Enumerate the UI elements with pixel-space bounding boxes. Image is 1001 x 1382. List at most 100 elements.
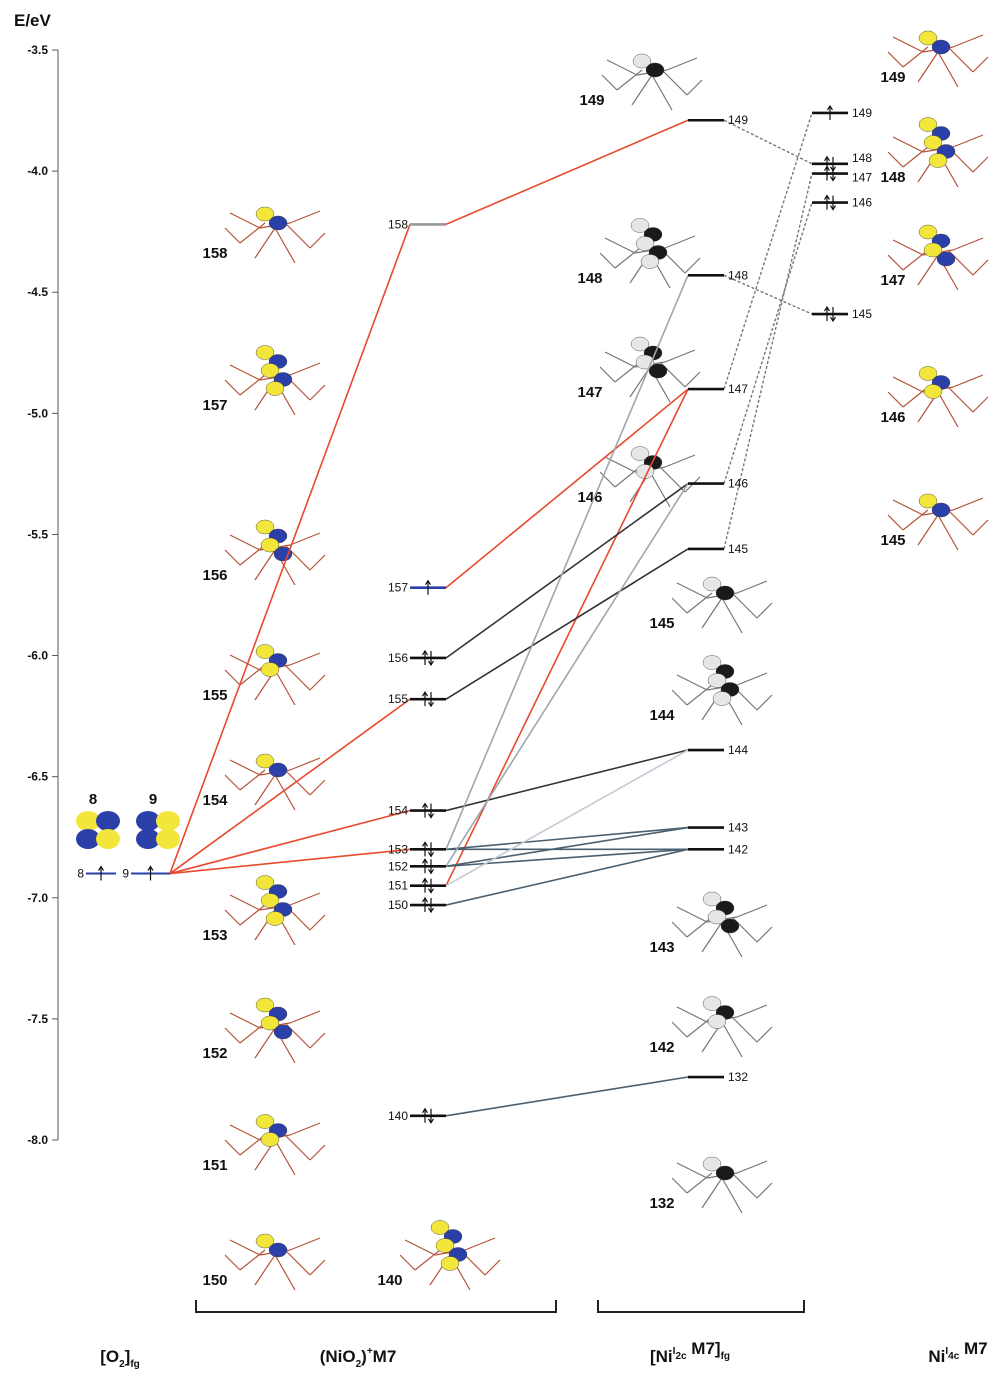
bond: [953, 238, 983, 250]
bond: [737, 673, 767, 685]
column-title: [NiI2c​ M7]fg​: [650, 1339, 730, 1366]
connection: [446, 120, 688, 224]
bond: [665, 455, 695, 467]
orbital-label: 143: [649, 939, 674, 956]
lobe: [274, 1025, 292, 1039]
level-label: 143: [728, 821, 748, 835]
orbital-label: 149: [579, 92, 604, 109]
level-label: 156: [388, 651, 408, 665]
bond: [615, 248, 640, 268]
bond: [973, 260, 988, 275]
level-label: 147: [852, 171, 872, 185]
bond: [662, 70, 687, 95]
lobe: [716, 1166, 734, 1180]
title-part: (NiO: [320, 1347, 356, 1366]
level-label: 147: [728, 382, 748, 396]
lobe: [441, 1257, 459, 1271]
tick-label: -7.0: [27, 891, 48, 905]
bond: [310, 385, 325, 400]
bond: [310, 233, 325, 248]
bond: [255, 1028, 275, 1058]
orbital-label: 148: [880, 169, 905, 186]
connection: [446, 750, 688, 886]
bond: [888, 392, 903, 407]
bond: [893, 500, 923, 515]
bond: [672, 1178, 687, 1193]
lobe: [649, 364, 667, 378]
bond: [757, 695, 772, 710]
orbital-label: 147: [880, 272, 905, 289]
bond: [225, 775, 240, 790]
tick-label: -5.0: [27, 406, 48, 420]
bond: [290, 1238, 320, 1250]
bond: [632, 75, 652, 105]
orbital-label: 154: [202, 792, 228, 809]
bond: [310, 555, 325, 570]
bond: [240, 1023, 265, 1043]
lobe: [721, 919, 739, 933]
title-part: [Ni: [650, 1347, 673, 1366]
level-label: 154: [388, 804, 408, 818]
bond: [230, 1240, 260, 1255]
bond: [903, 510, 928, 530]
orbital-label: 153: [202, 927, 227, 944]
connection: [170, 224, 410, 873]
level-label: 152: [388, 859, 408, 873]
column-title: NiI4c​ M7: [928, 1339, 987, 1366]
bond: [415, 1250, 440, 1270]
bond: [290, 653, 320, 665]
tick-label: -7.5: [27, 1012, 48, 1026]
lobe: [932, 503, 950, 517]
bond: [687, 1173, 712, 1193]
orbital-label: 149: [880, 69, 905, 86]
title-part: fg: [721, 1351, 730, 1362]
bond: [230, 213, 260, 228]
bond: [953, 35, 983, 47]
bond: [275, 775, 295, 810]
bond: [973, 397, 988, 412]
orbital-label: 155: [202, 687, 227, 704]
bond: [275, 1255, 295, 1290]
level-label: 132: [728, 1070, 748, 1084]
level-label: 145: [728, 542, 748, 556]
bond: [893, 137, 923, 152]
lobe: [266, 912, 284, 926]
lobe: [261, 663, 279, 677]
level-label: 144: [728, 743, 748, 757]
bond: [602, 75, 617, 90]
bond: [290, 1011, 320, 1023]
bond: [888, 255, 903, 270]
title-part: 2c: [675, 1351, 687, 1362]
bond: [888, 52, 903, 67]
bond: [722, 1178, 742, 1213]
title-part: Ni: [928, 1347, 945, 1366]
bond: [918, 255, 938, 285]
connection: [446, 828, 688, 850]
level-label: 8: [77, 867, 84, 881]
bond: [290, 893, 320, 905]
level-label: 140: [388, 1109, 408, 1123]
title-part: M7]: [687, 1339, 721, 1358]
title-part: fg: [130, 1359, 139, 1370]
bond: [310, 1145, 325, 1160]
level-label: 149: [852, 106, 872, 120]
bond: [240, 545, 265, 565]
bond: [310, 1033, 325, 1048]
bond: [230, 535, 260, 550]
bond: [230, 895, 260, 910]
connection: [446, 750, 688, 811]
bond: [757, 1027, 772, 1042]
tick-label: -6.0: [27, 649, 48, 663]
level-label: 155: [388, 692, 408, 706]
bond: [485, 1260, 500, 1275]
orbital-label: 152: [202, 1045, 227, 1062]
bond: [757, 1183, 772, 1198]
lobe: [713, 692, 731, 706]
connection: [446, 389, 688, 588]
bond: [737, 1161, 767, 1173]
bond: [240, 905, 265, 925]
orbital-label: 151: [202, 1157, 227, 1174]
level-label: 148: [728, 268, 748, 282]
bond: [225, 550, 240, 565]
orbital-label: 145: [649, 615, 674, 632]
